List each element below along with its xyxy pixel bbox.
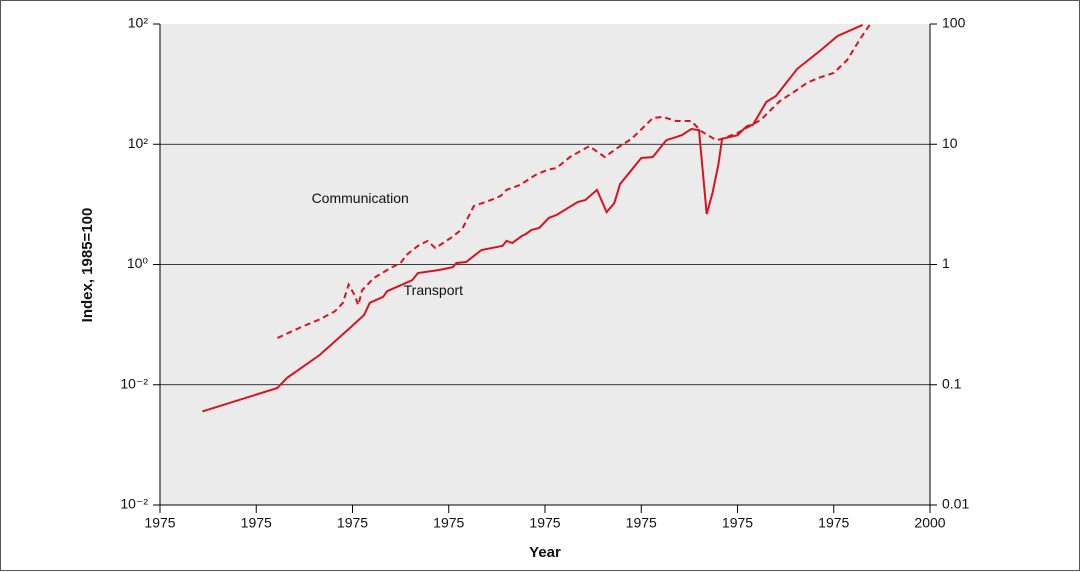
y-tick-label: 10⁰ (127, 255, 149, 271)
y2-tick-label: 1 (942, 255, 950, 271)
y2-tick-label: 0.01 (942, 496, 969, 512)
x-tick-label: 1975 (241, 515, 272, 531)
x-tick-label: 1975 (337, 515, 368, 531)
x-tick-label: 1975 (818, 515, 849, 531)
series-line (202, 23, 864, 413)
y-tick-label: 10⁻² (120, 496, 148, 512)
y2-tick-label: 0.1 (942, 375, 962, 391)
y-tick-label: 10² (128, 15, 149, 31)
x-tick-label: 1975 (626, 515, 657, 531)
series-label: Transport (404, 282, 464, 298)
y-tick-label: 10⁻² (120, 375, 148, 391)
x-tick-label: 1975 (433, 515, 464, 531)
y-tick-label: 10² (128, 135, 149, 151)
series-label: Communication (312, 190, 409, 206)
x-tick-label: 1975 (722, 515, 753, 531)
x-tick-label: 1975 (144, 515, 175, 531)
y-axis-title: Index, 1985=100 (79, 208, 96, 323)
series-line (276, 23, 872, 339)
x-tick-label: 1975 (529, 515, 560, 531)
x-axis-title: Year (529, 544, 561, 561)
y2-tick-label: 10 (942, 135, 958, 151)
x-tick-label: 2000 (914, 515, 945, 531)
y2-tick-label: 100 (942, 15, 966, 31)
